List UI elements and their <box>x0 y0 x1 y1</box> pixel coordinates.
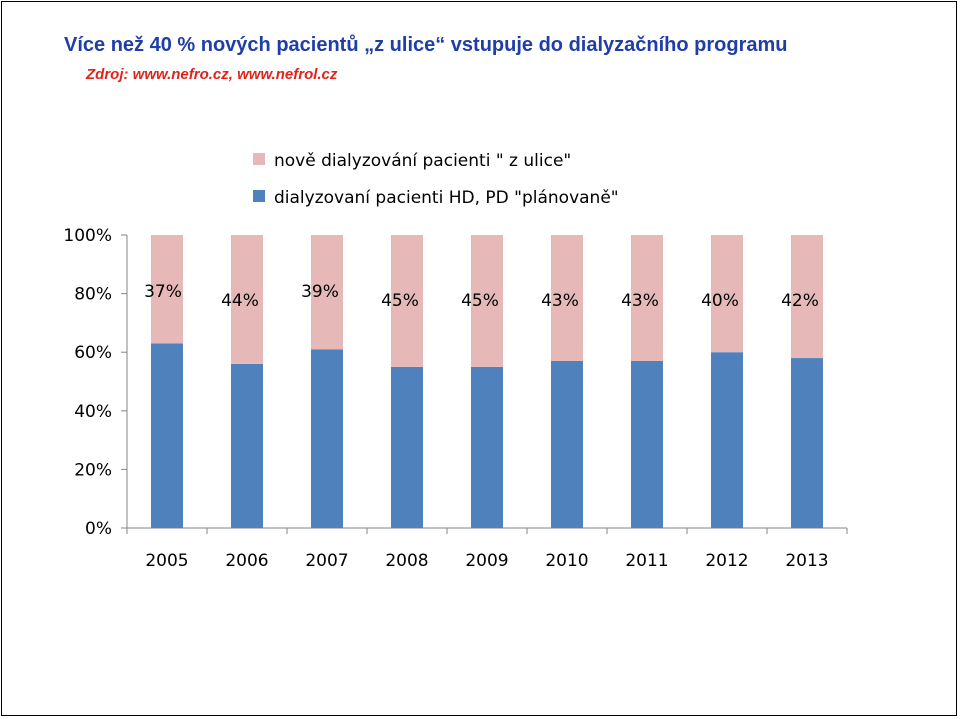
bar-segment-street-2013 <box>791 235 823 359</box>
source-note: Zdroj: www.nefro.cz, www.nefrol.cz <box>86 66 338 83</box>
data-label: 39% <box>301 282 339 302</box>
bar-segment-street-2011 <box>631 235 663 361</box>
legend-swatch <box>253 153 265 165</box>
bar-segment-planned-2006 <box>231 363 263 528</box>
legend-label: dialyzovaní pacienti HD, PD "plánovaně" <box>274 188 619 208</box>
data-label: 44% <box>221 291 259 311</box>
bar-segment-planned-2007 <box>311 349 343 528</box>
bar-segment-planned-2013 <box>791 358 823 528</box>
bar-segment-planned-2009 <box>471 366 503 528</box>
x-tick-label: 2010 <box>545 551 588 571</box>
bar-segment-planned-2011 <box>631 360 663 528</box>
bar-segment-planned-2012 <box>711 352 743 528</box>
data-label: 45% <box>461 291 499 311</box>
data-label: 37% <box>144 282 182 302</box>
bar-segment-planned-2005 <box>151 343 183 528</box>
x-tick-label: 2013 <box>785 551 828 571</box>
data-label: 45% <box>381 291 419 311</box>
x-tick-label: 2009 <box>465 551 508 571</box>
bar-segment-street-2012 <box>711 235 743 353</box>
bar-segment-planned-2010 <box>551 360 583 528</box>
bar-segment-street-2010 <box>551 235 583 361</box>
y-tick-label: 0% <box>85 519 112 539</box>
y-tick-label: 100% <box>63 226 112 246</box>
data-label: 43% <box>621 291 659 311</box>
y-tick-label: 40% <box>74 402 112 422</box>
bar-segment-street-2008 <box>391 235 423 367</box>
data-label: 40% <box>701 291 739 311</box>
bar-segment-street-2009 <box>471 235 503 367</box>
bar-segment-street-2007 <box>311 235 343 350</box>
x-tick-label: 2012 <box>705 551 748 571</box>
bar-segment-street-2005 <box>151 235 183 344</box>
x-tick-label: 2011 <box>625 551 668 571</box>
data-label: 43% <box>541 291 579 311</box>
bar-segment-street-2006 <box>231 235 263 364</box>
x-tick-label: 2007 <box>305 551 348 571</box>
x-tick-label: 2008 <box>385 551 428 571</box>
slide-title: Více než 40 % nových pacientů „z ulice“ … <box>64 34 788 56</box>
legend-label: nově dialyzování pacienti " z ulice" <box>274 151 571 171</box>
y-tick-label: 80% <box>74 285 112 305</box>
bar-segment-planned-2008 <box>391 366 423 528</box>
x-tick-label: 2006 <box>225 551 268 571</box>
y-tick-label: 60% <box>74 343 112 363</box>
y-tick-label: 20% <box>74 460 112 480</box>
legend-swatch <box>253 190 265 202</box>
data-label: 42% <box>781 291 819 311</box>
x-tick-label: 2005 <box>145 551 188 571</box>
